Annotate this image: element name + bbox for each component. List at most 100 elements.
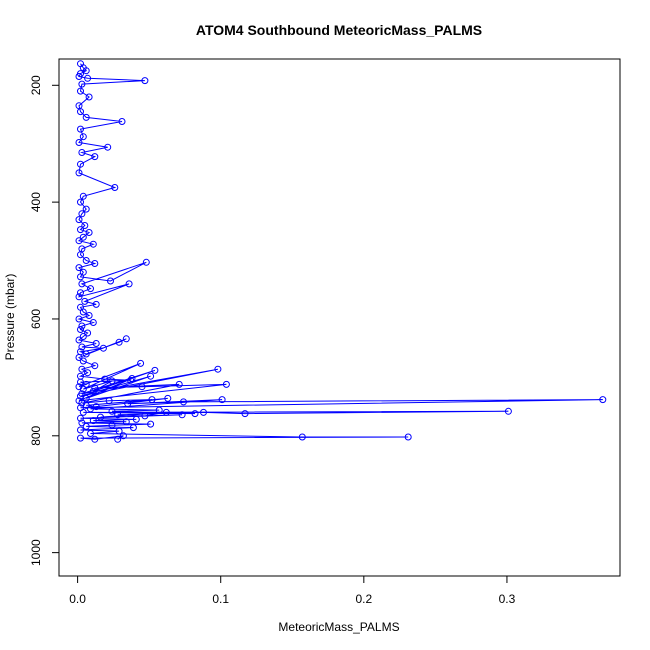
data-point xyxy=(77,87,84,95)
data-point xyxy=(111,184,119,191)
data-point xyxy=(77,198,84,206)
data-point xyxy=(137,359,145,367)
data-point xyxy=(147,372,155,380)
y-tick-label: 400 xyxy=(29,192,43,212)
data-point xyxy=(222,380,230,388)
data-point xyxy=(78,280,86,288)
data-point xyxy=(79,385,87,393)
data-point xyxy=(77,378,84,386)
data-point xyxy=(85,93,93,101)
data-point xyxy=(82,257,90,264)
y-tick-label: 1000 xyxy=(29,539,43,566)
data-point xyxy=(104,143,112,151)
data-point xyxy=(125,280,133,288)
y-axis: 200 400 600 800 1000 xyxy=(29,75,60,566)
data-point xyxy=(75,169,83,177)
data-point xyxy=(78,322,86,330)
data-point xyxy=(132,415,140,423)
data-point xyxy=(141,412,149,420)
data-point xyxy=(124,400,132,408)
data-point xyxy=(77,326,84,333)
data-point xyxy=(75,216,83,224)
data-point xyxy=(89,240,97,248)
data-point xyxy=(180,398,187,406)
data-point xyxy=(78,80,86,88)
data-point xyxy=(77,392,84,400)
data-point xyxy=(89,387,97,395)
data-point xyxy=(155,406,163,414)
data-point xyxy=(141,77,149,85)
data-point xyxy=(75,315,83,323)
data-point xyxy=(78,149,86,156)
data-point xyxy=(82,113,90,121)
data-point xyxy=(241,410,249,418)
data-point xyxy=(75,139,83,146)
data-point xyxy=(82,422,90,430)
data-point xyxy=(77,414,84,422)
data-point xyxy=(138,383,146,391)
data-point xyxy=(81,222,89,229)
data-point xyxy=(79,133,87,141)
data-point xyxy=(298,433,306,441)
data-point xyxy=(404,433,412,441)
data-point xyxy=(89,319,97,326)
data-point xyxy=(79,357,87,365)
data-point xyxy=(79,408,87,416)
data-point xyxy=(128,375,136,382)
data-point xyxy=(87,430,94,437)
data-point xyxy=(122,335,130,343)
data-point xyxy=(77,108,84,116)
y-tick-label: 200 xyxy=(29,75,43,95)
data-point xyxy=(84,329,92,337)
data-point xyxy=(85,312,93,319)
x-tick-label: 0.0 xyxy=(69,592,86,606)
data-point xyxy=(119,432,127,440)
data-point xyxy=(77,426,84,434)
data-point xyxy=(77,226,84,234)
x-axis: 0.0 0.1 0.2 0.3 xyxy=(69,575,516,606)
data-point xyxy=(78,365,86,373)
data-point xyxy=(164,394,172,402)
data-point xyxy=(214,365,222,373)
data-point xyxy=(77,160,84,168)
data-point xyxy=(77,273,84,281)
data-point xyxy=(118,118,126,125)
data-point xyxy=(218,396,226,404)
data-point xyxy=(91,362,99,370)
data-point xyxy=(97,413,104,421)
data-point xyxy=(599,396,607,404)
data-point xyxy=(79,308,87,316)
data-point xyxy=(87,285,94,293)
x-tick-label: 0.1 xyxy=(212,592,229,606)
data-point xyxy=(91,153,99,161)
data-point xyxy=(75,264,83,272)
plot-area xyxy=(75,60,607,443)
data-point xyxy=(82,67,90,75)
y-axis-label: Pressure (mbar) xyxy=(3,274,17,361)
data-point xyxy=(115,338,123,346)
x-axis-label: MeteoricMass_PALMS xyxy=(278,620,399,634)
data-point xyxy=(82,350,90,358)
data-point xyxy=(82,394,90,402)
data-point xyxy=(85,229,93,236)
data-point xyxy=(77,125,84,133)
data-point xyxy=(92,403,100,411)
data-point xyxy=(114,411,122,419)
data-point xyxy=(147,420,155,428)
data-point xyxy=(91,260,99,267)
data-point xyxy=(82,205,90,213)
data-point xyxy=(82,401,90,409)
data-point xyxy=(89,417,97,425)
data-point xyxy=(78,210,86,218)
x-tick-label: 0.2 xyxy=(355,592,372,606)
data-point xyxy=(79,192,87,200)
chart-title: ATOM4 Southbound MeteoricMass_PALMS xyxy=(196,22,482,38)
data-point xyxy=(191,410,199,418)
data-point xyxy=(107,277,114,285)
data-point xyxy=(92,340,100,347)
data-point xyxy=(129,424,137,432)
data-point xyxy=(84,74,92,82)
data-point xyxy=(79,333,87,340)
data-point xyxy=(75,336,83,344)
data-point xyxy=(101,375,109,383)
